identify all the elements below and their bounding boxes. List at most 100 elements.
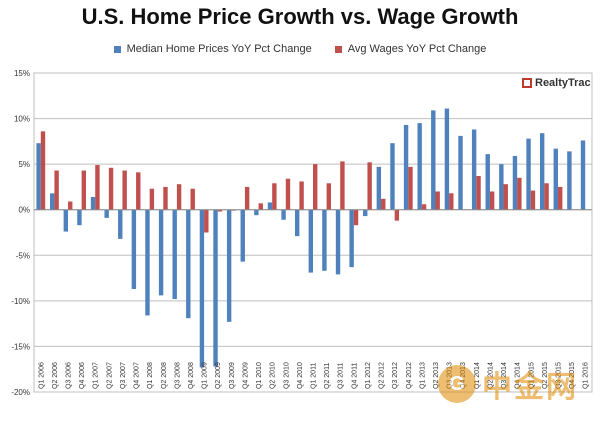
x-tick-label: Q3 2012 xyxy=(392,362,399,389)
home-price-bar xyxy=(158,209,164,296)
wage-bar xyxy=(435,191,440,210)
x-tick-label: Q2 2014 xyxy=(487,362,494,389)
home-price-bar xyxy=(213,209,218,367)
x-tick-label: Q1 2014 xyxy=(474,362,481,389)
wage-bar xyxy=(544,183,549,210)
wage-bar xyxy=(122,170,127,210)
y-tick-label: -20% xyxy=(11,388,30,397)
home-price-bar xyxy=(77,209,82,226)
home-price-bar xyxy=(458,135,463,210)
wage-bar xyxy=(421,204,427,210)
x-tick-label: Q4 2013 xyxy=(460,362,467,389)
wage-bar xyxy=(204,209,209,233)
home-price-bar xyxy=(349,209,354,268)
home-price-bar xyxy=(376,166,382,210)
legend-item-home-prices: Median Home Prices YoY Pct Change xyxy=(113,43,312,55)
wage-bar xyxy=(489,191,495,210)
home-price-bar xyxy=(104,209,109,218)
x-tick-label: Q2 2008 xyxy=(161,362,168,389)
home-price-bar xyxy=(417,123,422,210)
x-tick-label: Q1 2007 xyxy=(93,362,100,389)
x-tick-label: Q4 2010 xyxy=(297,362,304,389)
legend-label-wages: Avg Wages YoY Pct Change xyxy=(347,43,487,55)
home-price-bar xyxy=(118,209,123,239)
x-tick-label: Q3 2007 xyxy=(120,362,127,389)
home-price-bar xyxy=(199,209,205,368)
home-price-bar xyxy=(308,209,313,273)
home-price-bar xyxy=(90,196,96,210)
home-price-bar xyxy=(240,209,245,262)
home-price-bar xyxy=(36,143,41,210)
x-tick-label: Q4 2015 xyxy=(569,362,576,389)
x-tick-label: Q1 2012 xyxy=(365,362,372,389)
x-tick-label: Q2 2012 xyxy=(379,362,386,389)
wage-bar xyxy=(190,188,195,210)
wage-bar xyxy=(340,161,345,210)
x-tick-label: Q2 2013 xyxy=(433,362,440,389)
realtytrac-logo: RealtyTrac xyxy=(522,77,591,89)
x-tick-label: Q1 2009 xyxy=(202,362,209,389)
plot-frame xyxy=(33,72,593,393)
x-tick-label: Q1 2010 xyxy=(256,362,263,389)
home-price-bar xyxy=(50,193,55,210)
home-price-bar xyxy=(172,209,177,300)
x-tick-label: Q1 2015 xyxy=(528,362,535,389)
wage-bar xyxy=(503,184,508,210)
home-price-bar xyxy=(444,108,450,210)
legend-swatch-wages xyxy=(334,45,342,53)
wage-bar xyxy=(367,162,372,210)
home-price-bar xyxy=(267,202,273,210)
axes: -20% -15% -10% -5% 0% 5% 10% 15% Q1 2006 Q2 2006 Q… xyxy=(11,69,592,397)
wage-bar xyxy=(408,166,413,210)
wage-bar xyxy=(313,164,318,210)
home-price-bar xyxy=(281,209,286,220)
wage-bar xyxy=(394,209,400,221)
y-tick-label: -5% xyxy=(16,251,30,260)
home-price-bar xyxy=(322,209,327,271)
x-tick-label: Q3 2006 xyxy=(66,362,73,389)
x-tick-label: Q3 2008 xyxy=(174,362,181,389)
wage-bar xyxy=(517,177,522,210)
wage-bar xyxy=(476,175,481,210)
y-tick-label: -10% xyxy=(11,297,30,306)
wage-bar xyxy=(81,170,87,210)
y-tick-label: -15% xyxy=(11,342,30,351)
home-price-bar xyxy=(553,148,558,210)
home-price-bar xyxy=(226,209,232,322)
wage-bar xyxy=(381,198,386,210)
wage-bar xyxy=(449,193,454,210)
y-tick-label: 0% xyxy=(18,206,30,215)
wage-bar xyxy=(258,203,263,210)
home-price-bar xyxy=(390,143,395,210)
home-price-bar xyxy=(526,138,531,210)
home-price-bar xyxy=(471,129,477,210)
x-tick-label: Q3 2013 xyxy=(447,362,454,389)
wage-bar xyxy=(353,209,359,226)
home-price-bar xyxy=(403,124,409,210)
wage-bar xyxy=(54,170,59,210)
wage-bar xyxy=(285,178,291,210)
home-price-bar xyxy=(567,151,572,210)
legend-swatch-home-prices xyxy=(113,45,121,53)
x-tick-label: Q3 2010 xyxy=(283,362,290,389)
wage-bar xyxy=(299,181,304,210)
home-price-bar xyxy=(145,209,150,316)
chart-legend: Median Home Prices YoY Pct Change Avg Wa… xyxy=(0,43,600,56)
x-tick-label: Q3 2011 xyxy=(338,363,345,389)
legend-label-home-prices: Median Home Prices YoY Pct Change xyxy=(126,43,312,55)
x-tick-label: Q3 2015 xyxy=(555,362,562,389)
wage-bar xyxy=(244,186,250,210)
wage-bar xyxy=(40,131,46,210)
wage-bar xyxy=(326,183,332,210)
x-tick-label: Q3 2014 xyxy=(501,362,508,389)
wage-bar xyxy=(163,186,168,210)
x-tick-label: Q2 2007 xyxy=(106,362,113,389)
x-tick-label: Q4 2011 xyxy=(351,363,358,389)
x-tick-label: Q3 2009 xyxy=(229,362,236,389)
home-price-bar xyxy=(485,154,490,210)
home-price-bar xyxy=(431,110,436,210)
x-tick-label: Q2 2011 xyxy=(324,363,331,389)
home-price-bar xyxy=(335,209,341,275)
wage-bar xyxy=(272,183,277,210)
